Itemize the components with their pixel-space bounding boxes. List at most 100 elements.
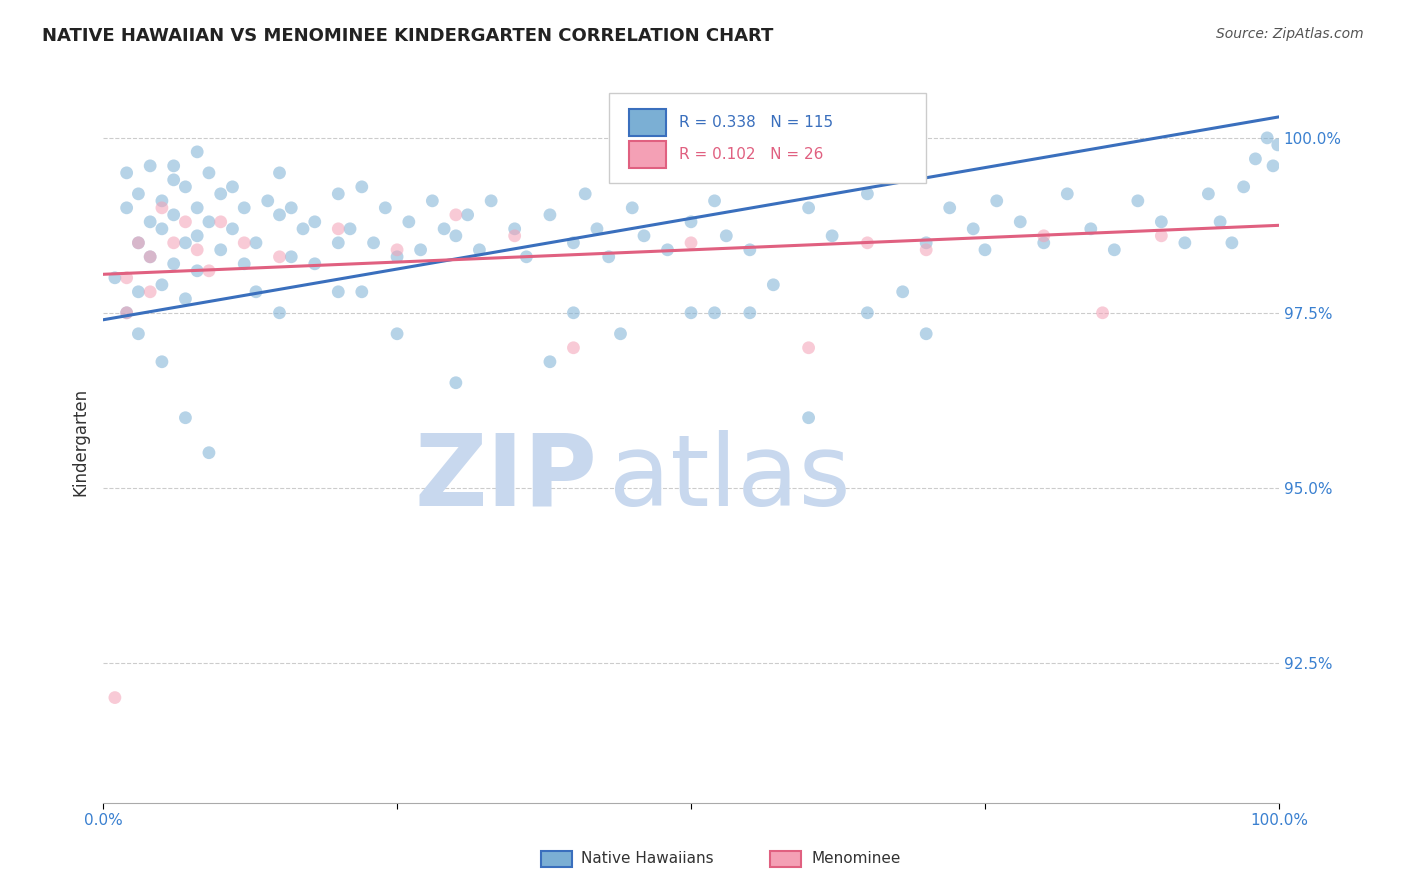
- Point: [621, 201, 644, 215]
- Point: [150, 355, 173, 369]
- Point: [468, 243, 491, 257]
- Point: [150, 222, 173, 236]
- Point: [444, 376, 467, 390]
- Point: [115, 306, 138, 320]
- Point: [174, 235, 197, 250]
- Point: [538, 355, 561, 369]
- Point: [797, 410, 820, 425]
- Point: [245, 285, 267, 299]
- Point: [256, 194, 278, 208]
- Point: [986, 194, 1008, 208]
- Point: [1080, 222, 1102, 236]
- FancyBboxPatch shape: [541, 851, 572, 867]
- Point: [115, 306, 138, 320]
- Point: [139, 250, 162, 264]
- Text: Source: ZipAtlas.com: Source: ZipAtlas.com: [1216, 27, 1364, 41]
- Point: [609, 326, 631, 341]
- Point: [703, 194, 725, 208]
- Point: [350, 179, 373, 194]
- Point: [856, 186, 879, 201]
- Point: [409, 243, 432, 257]
- Point: [1174, 235, 1197, 250]
- Point: [586, 222, 609, 236]
- Point: [856, 235, 879, 250]
- Point: [150, 194, 173, 208]
- Point: [915, 235, 938, 250]
- Point: [1010, 215, 1032, 229]
- FancyBboxPatch shape: [609, 93, 927, 183]
- Point: [797, 341, 820, 355]
- Point: [221, 222, 243, 236]
- Point: [562, 341, 585, 355]
- Point: [139, 215, 162, 229]
- Point: [1091, 306, 1114, 320]
- Point: [328, 285, 350, 299]
- Point: [538, 208, 561, 222]
- Point: [1104, 243, 1126, 257]
- Point: [1244, 152, 1267, 166]
- Point: [150, 277, 173, 292]
- Point: [821, 228, 844, 243]
- Point: [657, 243, 679, 257]
- Point: [186, 243, 208, 257]
- Point: [1256, 131, 1278, 145]
- Point: [127, 186, 149, 201]
- Point: [127, 326, 149, 341]
- Point: [292, 222, 315, 236]
- Point: [198, 166, 221, 180]
- Point: [679, 215, 702, 229]
- Point: [163, 173, 186, 187]
- Point: [633, 228, 655, 243]
- Point: [163, 159, 186, 173]
- Point: [163, 257, 186, 271]
- Point: [797, 201, 820, 215]
- Point: [328, 186, 350, 201]
- Point: [104, 270, 127, 285]
- Point: [174, 179, 197, 194]
- Point: [398, 215, 420, 229]
- Point: [174, 215, 197, 229]
- Point: [385, 326, 408, 341]
- Point: [339, 222, 361, 236]
- Point: [503, 228, 526, 243]
- Point: [1126, 194, 1149, 208]
- Point: [115, 270, 138, 285]
- Point: [915, 243, 938, 257]
- Text: R = 0.102   N = 26: R = 0.102 N = 26: [679, 147, 824, 162]
- Point: [703, 306, 725, 320]
- Point: [1032, 235, 1054, 250]
- Point: [328, 222, 350, 236]
- Point: [433, 222, 456, 236]
- Point: [1261, 159, 1284, 173]
- Point: [304, 215, 326, 229]
- Point: [1150, 228, 1173, 243]
- Point: [915, 326, 938, 341]
- Point: [269, 306, 291, 320]
- Point: [974, 243, 997, 257]
- Point: [598, 250, 620, 264]
- Y-axis label: Kindergarten: Kindergarten: [72, 388, 89, 496]
- Point: [574, 186, 596, 201]
- Point: [1267, 137, 1289, 152]
- Point: [115, 166, 138, 180]
- Point: [350, 285, 373, 299]
- Point: [1233, 179, 1256, 194]
- Point: [139, 285, 162, 299]
- Point: [174, 410, 197, 425]
- Text: Menominee: Menominee: [811, 852, 901, 866]
- Point: [139, 159, 162, 173]
- Point: [363, 235, 385, 250]
- Point: [679, 235, 702, 250]
- Point: [209, 243, 232, 257]
- Point: [374, 201, 396, 215]
- Point: [280, 201, 302, 215]
- Point: [503, 222, 526, 236]
- Point: [115, 201, 138, 215]
- Point: [422, 194, 444, 208]
- Point: [444, 228, 467, 243]
- Point: [127, 285, 149, 299]
- Point: [457, 208, 479, 222]
- Point: [328, 235, 350, 250]
- Point: [186, 264, 208, 278]
- FancyBboxPatch shape: [770, 851, 801, 867]
